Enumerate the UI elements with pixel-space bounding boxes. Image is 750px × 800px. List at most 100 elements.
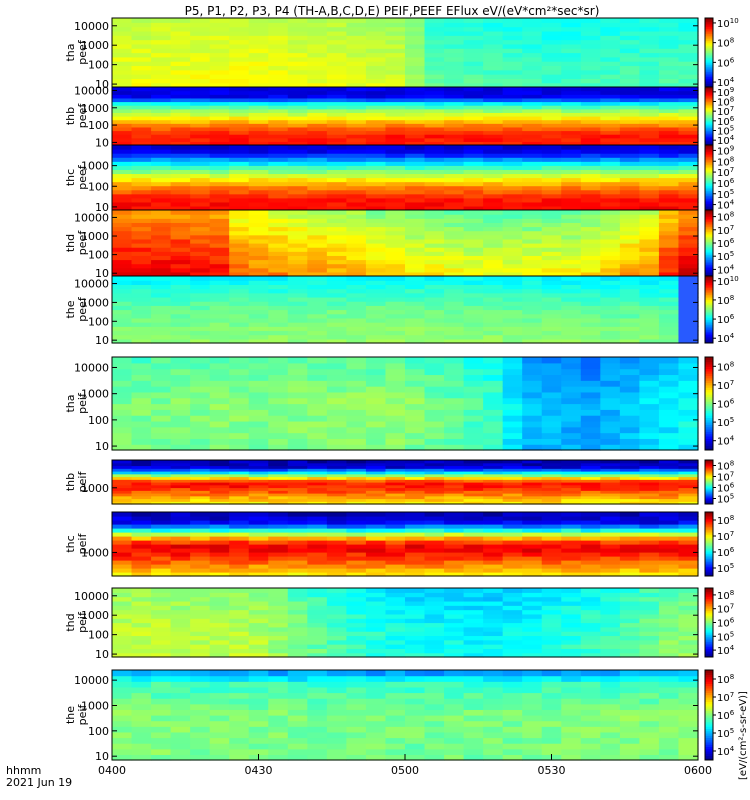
heatmap-cell bbox=[483, 130, 504, 135]
colorbar-segment bbox=[705, 252, 713, 256]
heatmap-cell bbox=[619, 56, 640, 62]
heatmap-cell bbox=[444, 516, 465, 521]
heatmap-cell bbox=[561, 263, 582, 269]
heatmap-cell bbox=[639, 218, 660, 223]
heatmap-cell bbox=[580, 296, 601, 302]
heatmap-cell bbox=[287, 141, 308, 146]
heatmap-cell bbox=[346, 568, 367, 573]
heatmap-cell bbox=[658, 326, 680, 332]
heatmap-cell bbox=[483, 476, 504, 480]
heatmap-cell bbox=[131, 748, 152, 755]
heatmap-cell bbox=[600, 473, 621, 478]
heatmap-cell bbox=[248, 90, 269, 95]
heatmap-cell bbox=[326, 540, 347, 545]
heatmap-cell bbox=[600, 438, 621, 445]
heatmap-cell bbox=[268, 609, 289, 615]
heatmap-cell bbox=[502, 153, 523, 158]
heatmap-cell bbox=[385, 35, 406, 41]
heatmap-cell bbox=[190, 259, 211, 265]
heatmap-cell bbox=[444, 137, 465, 142]
heatmap-cell bbox=[463, 69, 484, 75]
heatmap-cell bbox=[346, 380, 367, 387]
heatmap-cell bbox=[307, 74, 328, 79]
heatmap-cell bbox=[483, 305, 504, 311]
heatmap-cell bbox=[483, 119, 504, 124]
heatmap-cell bbox=[326, 35, 347, 41]
heatmap-cell bbox=[405, 568, 426, 573]
heatmap-cell bbox=[131, 572, 152, 577]
heatmap-cell bbox=[365, 391, 387, 399]
colorbar-segment bbox=[705, 187, 713, 190]
heatmap-cell bbox=[639, 193, 660, 199]
heatmap-cell bbox=[405, 173, 426, 179]
heatmap-cell bbox=[112, 516, 133, 521]
heatmap-cell bbox=[365, 108, 387, 113]
heatmap-cell bbox=[444, 173, 465, 179]
heatmap-cell bbox=[405, 234, 426, 240]
heatmap-cell bbox=[502, 568, 523, 573]
colorbar-tick-label: 104 bbox=[717, 332, 735, 345]
heatmap-cell bbox=[268, 600, 289, 606]
colorbar-segment bbox=[705, 71, 713, 74]
heatmap-cell bbox=[190, 560, 211, 565]
heatmap-cell bbox=[483, 69, 504, 75]
heatmap-cell bbox=[502, 326, 523, 332]
heatmap-cell bbox=[365, 334, 387, 340]
heatmap-cell bbox=[561, 532, 582, 537]
heatmap-cell bbox=[170, 145, 191, 150]
heatmap-cell bbox=[248, 108, 269, 113]
heatmap-cell bbox=[678, 153, 699, 158]
heatmap-cell bbox=[463, 214, 484, 219]
colorbar-segment bbox=[705, 591, 713, 594]
heatmap-cell bbox=[639, 564, 660, 569]
heatmap-cell bbox=[658, 498, 680, 502]
heatmap-cell bbox=[248, 468, 269, 472]
heatmap-cell bbox=[541, 490, 562, 494]
heatmap-cell bbox=[522, 368, 543, 376]
heatmap-cell bbox=[522, 409, 543, 416]
heatmap-cell bbox=[190, 409, 211, 416]
colorbar-segment bbox=[705, 137, 713, 140]
heatmap-cell bbox=[619, 362, 640, 370]
heatmap-cell bbox=[424, 484, 445, 489]
heatmap-cell bbox=[463, 189, 484, 195]
heatmap-cell bbox=[658, 161, 680, 166]
panel-probe-label: thd bbox=[64, 613, 77, 631]
heatmap-cell bbox=[424, 490, 445, 494]
heatmap-cell bbox=[268, 420, 289, 428]
heatmap-cell bbox=[287, 108, 308, 113]
heatmap-cell bbox=[600, 222, 621, 228]
heatmap-cell bbox=[483, 169, 504, 175]
heatmap-cell bbox=[658, 94, 680, 99]
heatmap-cell bbox=[678, 368, 699, 376]
heatmap-cell bbox=[600, 613, 621, 619]
heatmap-cell bbox=[619, 609, 640, 615]
heatmap-cell bbox=[326, 134, 347, 139]
heatmap-cell bbox=[190, 698, 211, 705]
heatmap-cell bbox=[209, 482, 230, 486]
heatmap-cell bbox=[405, 520, 426, 525]
heatmap-cell bbox=[170, 165, 191, 170]
colorbar-segment bbox=[705, 167, 713, 170]
heatmap-cell bbox=[405, 415, 426, 422]
heatmap-cell bbox=[112, 119, 133, 124]
heatmap-cell bbox=[580, 137, 601, 142]
heatmap-cell bbox=[561, 74, 582, 79]
colorbar-segment bbox=[705, 145, 713, 148]
colorbar-segment bbox=[705, 249, 713, 252]
colorbar-segment bbox=[705, 528, 713, 531]
heatmap-cell bbox=[365, 495, 387, 500]
heatmap-cell bbox=[346, 255, 367, 261]
heatmap-cell bbox=[561, 201, 582, 207]
heatmap-cell bbox=[287, 123, 308, 128]
heatmap-cell bbox=[326, 572, 347, 577]
heatmap-cell bbox=[522, 22, 543, 28]
heatmap-cell bbox=[209, 362, 230, 370]
heatmap-cell bbox=[170, 181, 191, 187]
heatmap-cell bbox=[170, 330, 191, 336]
heatmap-cell bbox=[346, 326, 367, 332]
colorbar-segment bbox=[705, 558, 713, 561]
heatmap-cell bbox=[209, 74, 230, 79]
heatmap-cell bbox=[619, 460, 640, 464]
heatmap-cell bbox=[522, 181, 543, 187]
